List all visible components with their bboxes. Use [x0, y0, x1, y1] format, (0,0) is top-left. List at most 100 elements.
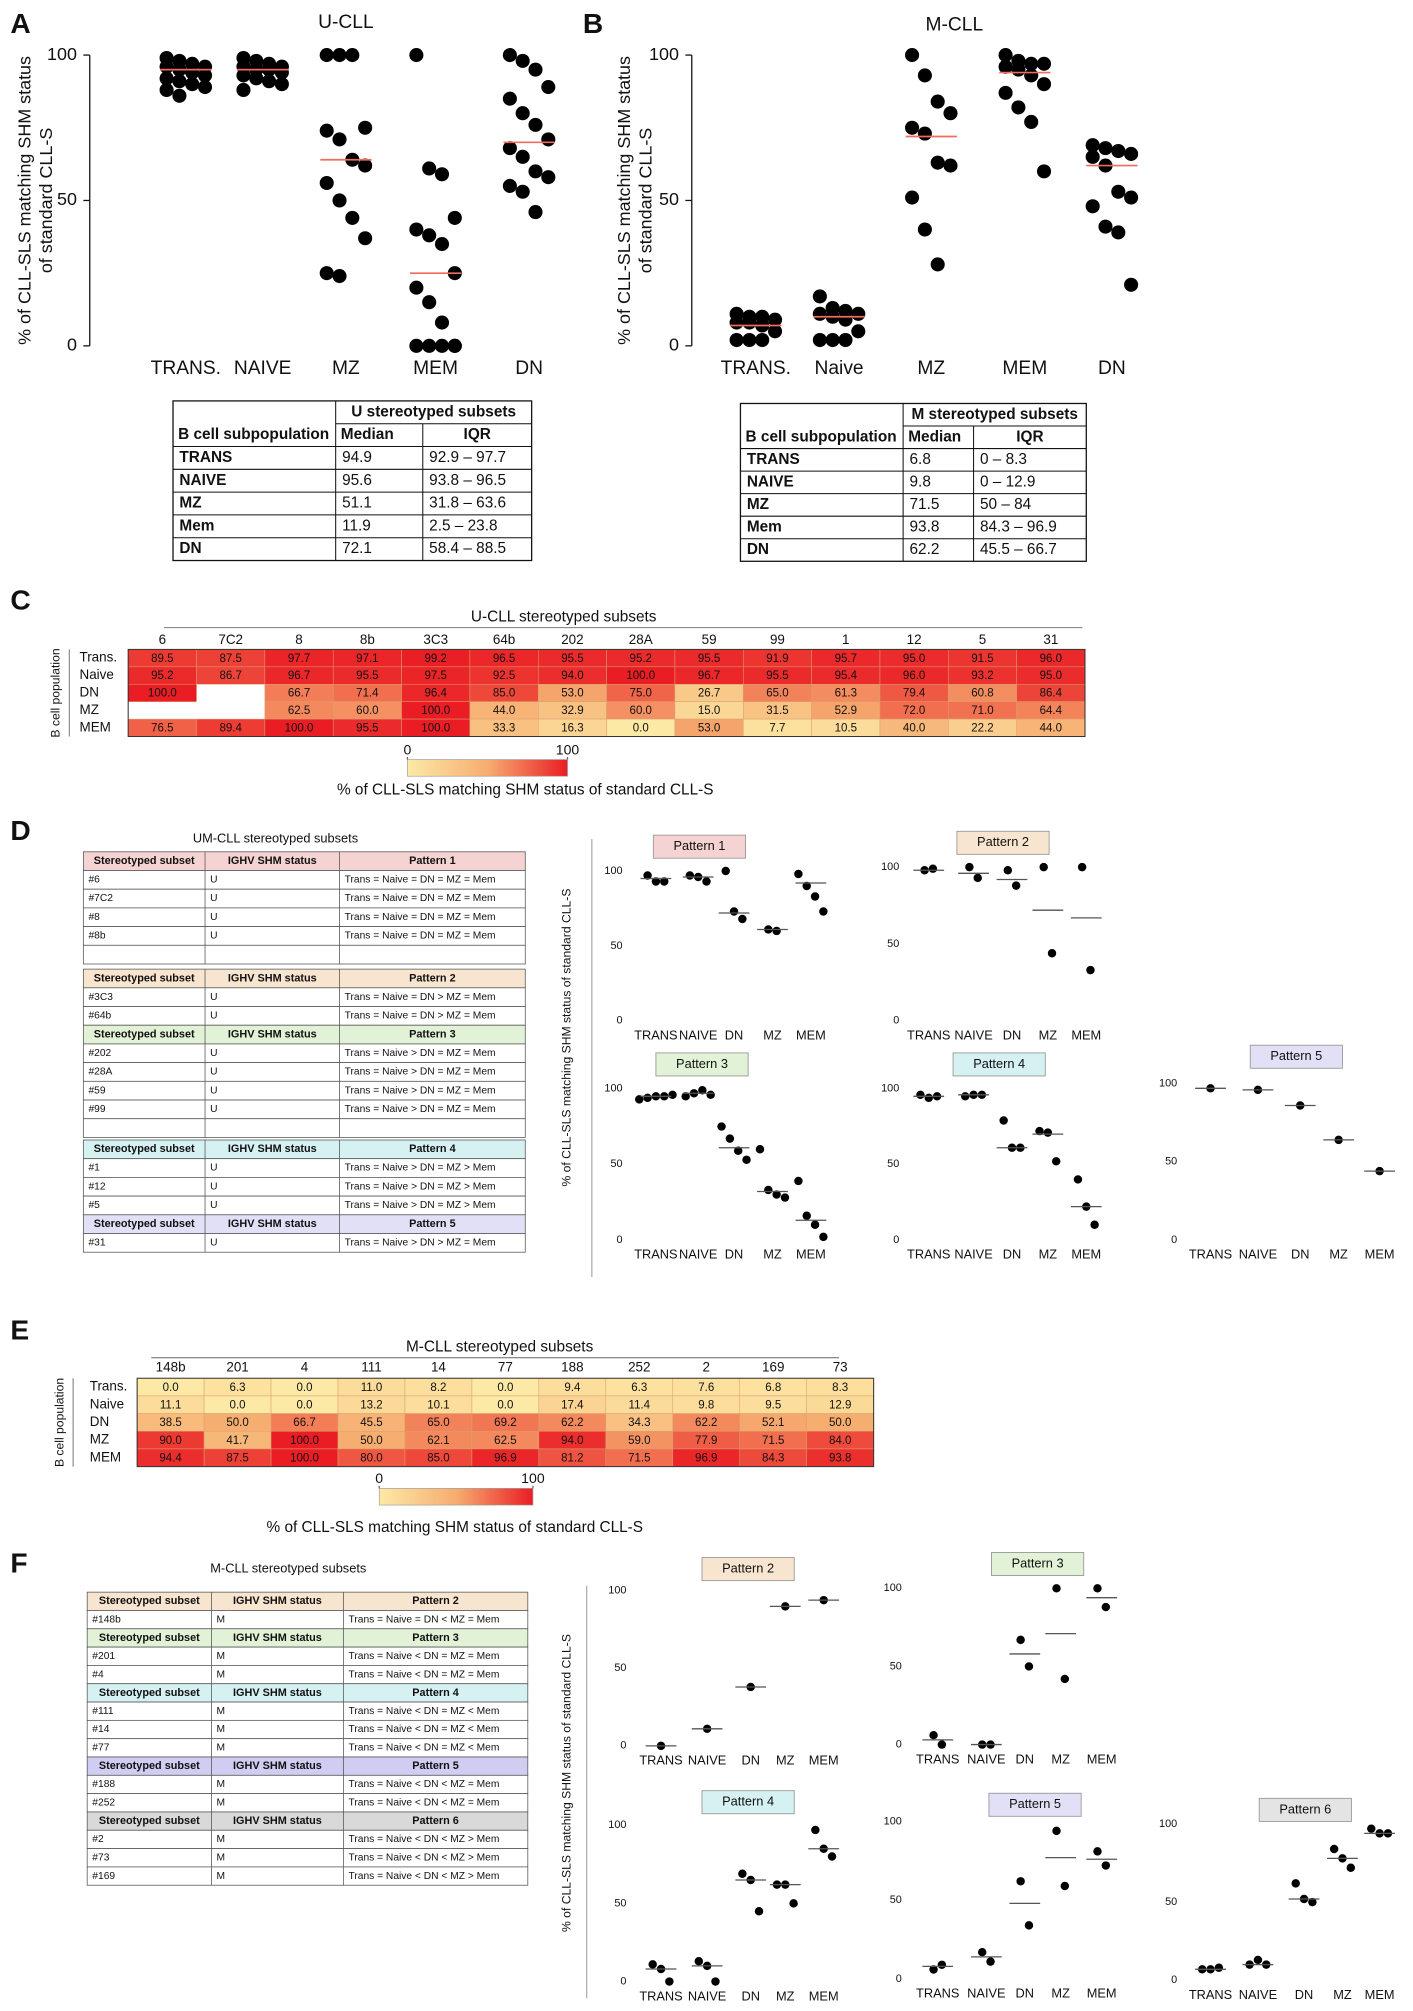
cell-label: 8.2 — [430, 1382, 446, 1394]
dot — [422, 338, 437, 353]
cell-label: 26.7 — [698, 688, 720, 700]
cell-label: 61.3 — [835, 688, 857, 700]
dot — [502, 91, 517, 106]
cell-label: 44.0 — [493, 705, 515, 717]
table-header: IQR — [1016, 428, 1043, 445]
dot — [812, 289, 827, 304]
dot — [409, 338, 424, 353]
table-cell: U — [210, 1048, 217, 1059]
table-cell: #201 — [92, 1651, 115, 1662]
dot — [409, 280, 424, 295]
dot — [1124, 190, 1139, 205]
column-label: 59 — [702, 632, 717, 647]
cell-label: 84.0 — [829, 1435, 851, 1447]
panel-letter: F — [10, 1547, 27, 1579]
dot — [1073, 1175, 1083, 1184]
dot — [1051, 1157, 1061, 1166]
x-tick-label: DN — [741, 1988, 759, 2003]
dot — [851, 306, 866, 321]
table-cell: #252 — [92, 1797, 115, 1808]
cell-label: 0.0 — [497, 1382, 513, 1394]
dot — [1036, 56, 1052, 71]
table-group-header: U stereotyped subsets — [351, 403, 516, 420]
table-cell: U — [210, 1085, 217, 1096]
dot — [819, 907, 828, 916]
dot — [1098, 141, 1113, 156]
dot — [1090, 1220, 1099, 1230]
column-label: 8b — [360, 632, 375, 647]
dot — [917, 68, 932, 83]
table-cell: M — [217, 1669, 226, 1680]
dot — [651, 877, 661, 886]
y-tick-label: 100 — [608, 1819, 626, 1831]
chart-title: Pattern 3 — [676, 1056, 728, 1071]
y-tick-label: 50 — [614, 1897, 626, 1909]
y-tick-label: 0 — [1171, 1974, 1177, 1986]
cell-label: 95.5 — [356, 670, 378, 682]
table-cell: M — [217, 1706, 226, 1717]
cell-label: 86.4 — [1040, 688, 1063, 700]
table-cell: 0 – 8.3 — [980, 451, 1027, 468]
table-cell: Trans = Naive = DN = MZ = Mem — [345, 912, 496, 923]
dot — [930, 257, 945, 272]
cell-label: 100.0 — [421, 705, 450, 717]
dot — [961, 1092, 970, 1101]
table-cell: 11.9 — [342, 517, 371, 534]
dot — [159, 82, 174, 98]
cell-label: 95.2 — [151, 670, 173, 682]
dot — [755, 1144, 765, 1154]
cell-label: 95.5 — [356, 722, 378, 734]
dot — [332, 269, 347, 284]
table-header: IGHV SHM status — [228, 1218, 317, 1230]
cell-label: 76.5 — [151, 722, 173, 734]
table-header: Stereotyped subset — [94, 1143, 195, 1155]
heatmap-title: U-CLL stereotyped subsets — [471, 608, 657, 625]
cell-label: 9.8 — [698, 1399, 714, 1411]
y-tick-label: 50 — [1165, 1896, 1177, 1908]
x-tick-label: MEM — [1087, 1986, 1117, 2001]
dot — [1047, 949, 1057, 958]
x-tick-label: MEM — [1365, 1987, 1395, 2002]
column-label: 202 — [561, 632, 583, 647]
y-tick-label: 0 — [893, 1234, 899, 1246]
dot — [1024, 1662, 1034, 1671]
dot — [668, 1090, 677, 1100]
chart-title: Pattern 2 — [977, 834, 1029, 849]
dot — [721, 866, 730, 876]
dot — [780, 1193, 790, 1202]
x-tick-label: DN — [1295, 1987, 1313, 2002]
heatmap-border — [127, 648, 1086, 738]
dot — [929, 1730, 938, 1740]
cell-label: 71.5 — [628, 1452, 650, 1464]
table-cell: U — [210, 1238, 217, 1249]
dot — [1214, 1963, 1224, 1972]
column-label: 12 — [907, 632, 922, 647]
dot — [332, 48, 347, 63]
dot — [965, 862, 974, 872]
table-cell: DN — [747, 541, 769, 558]
dot — [924, 1093, 933, 1103]
table-cell: Trans = Naive > DN = MZ > Mem — [345, 1200, 496, 1211]
dot — [1253, 1955, 1263, 1965]
column-label: 2 — [703, 1360, 710, 1375]
table-cell: #64b — [88, 1011, 111, 1022]
dot — [905, 48, 920, 63]
table-cell: Trans = Naive < DN < MZ = Mem — [348, 1779, 499, 1790]
heatmap-border — [136, 1377, 875, 1468]
cell-label: 10.5 — [835, 722, 857, 734]
dot — [332, 132, 347, 147]
cell-label: 81.2 — [561, 1452, 583, 1464]
dot — [794, 869, 803, 879]
table-cell: Trans = Naive = DN > MZ = Mem — [345, 1011, 496, 1022]
cell-label: 0.0 — [497, 1399, 513, 1411]
table-cell: 93.8 — [910, 519, 940, 536]
dot — [789, 1899, 798, 1908]
dot — [1086, 965, 1095, 975]
table-cell: Trans = Naive > DN = MZ > Mem — [345, 1181, 496, 1192]
table-border — [172, 400, 533, 562]
cell-label: 0.0 — [230, 1399, 246, 1411]
dot — [447, 338, 462, 353]
column-label: 169 — [762, 1360, 784, 1375]
dot — [973, 873, 982, 883]
cell-label: 96.7 — [698, 670, 720, 682]
